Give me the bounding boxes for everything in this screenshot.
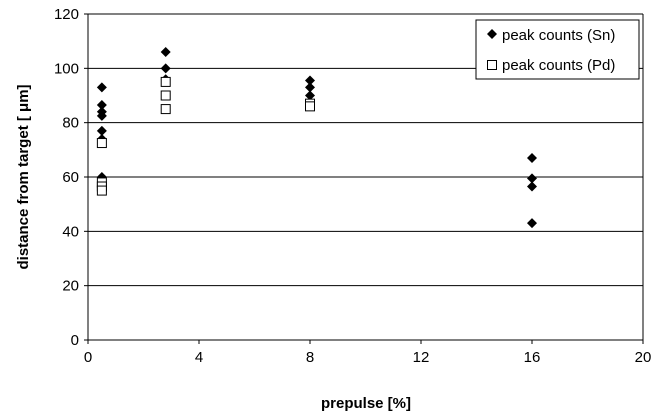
y-tick-label-80: 80	[62, 115, 79, 132]
point-pd-6	[160, 104, 171, 115]
point-sn-0	[96, 82, 107, 93]
x-tick-label-20: 20	[635, 349, 652, 366]
x-tick-label-16: 16	[524, 349, 541, 366]
point-sn-1	[96, 100, 107, 111]
point-sn-15	[527, 173, 537, 184]
data-points	[96, 47, 537, 229]
point-sn-16	[527, 181, 537, 192]
x-tick-labels: 0 4 8 12 16 20	[84, 340, 652, 366]
point-sn-10	[305, 75, 315, 86]
x-tick-label-0: 0	[84, 349, 92, 366]
legend-pd-label: peak counts (Pd)	[502, 57, 615, 74]
x-axis-title: prepulse [%]	[321, 395, 411, 412]
point-sn-3	[96, 110, 107, 121]
point-sn-12	[305, 90, 315, 101]
point-pd-5	[160, 90, 171, 101]
y-axis-title: distance from target [ μm]	[15, 84, 32, 269]
x-tick-label-8: 8	[306, 349, 314, 366]
point-pd-4	[160, 76, 171, 87]
y-tick-label-20: 20	[62, 278, 79, 295]
y-tick-label-40: 40	[62, 223, 79, 240]
gridlines	[88, 13, 644, 340]
point-sn-8	[160, 63, 171, 74]
x-tick-label-12: 12	[413, 349, 430, 366]
y-tick-labels: 0 20 40 60 80 100 120	[54, 6, 88, 349]
legend: peak counts (Sn) peak counts (Pd)	[475, 19, 640, 80]
y-tick-label-120: 120	[54, 6, 79, 23]
point-pd-0	[96, 138, 107, 149]
point-sn-11	[305, 82, 315, 93]
point-sn-17	[527, 218, 537, 229]
point-sn-4	[96, 125, 107, 136]
point-sn-7	[160, 47, 171, 58]
x-tick-label-4: 4	[195, 349, 203, 366]
y-tick-label-60: 60	[62, 169, 79, 186]
legend-box	[475, 19, 640, 80]
legend-sn-label: peak counts (Sn)	[502, 27, 615, 44]
y-tick-label-100: 100	[54, 60, 79, 77]
point-sn-14	[527, 152, 537, 163]
legend-pd-marker	[487, 60, 497, 70]
legend-sn-marker	[487, 29, 497, 39]
y-tick-label-0: 0	[71, 332, 79, 349]
point-pd-3	[96, 185, 107, 196]
point-pd-8	[305, 101, 315, 112]
